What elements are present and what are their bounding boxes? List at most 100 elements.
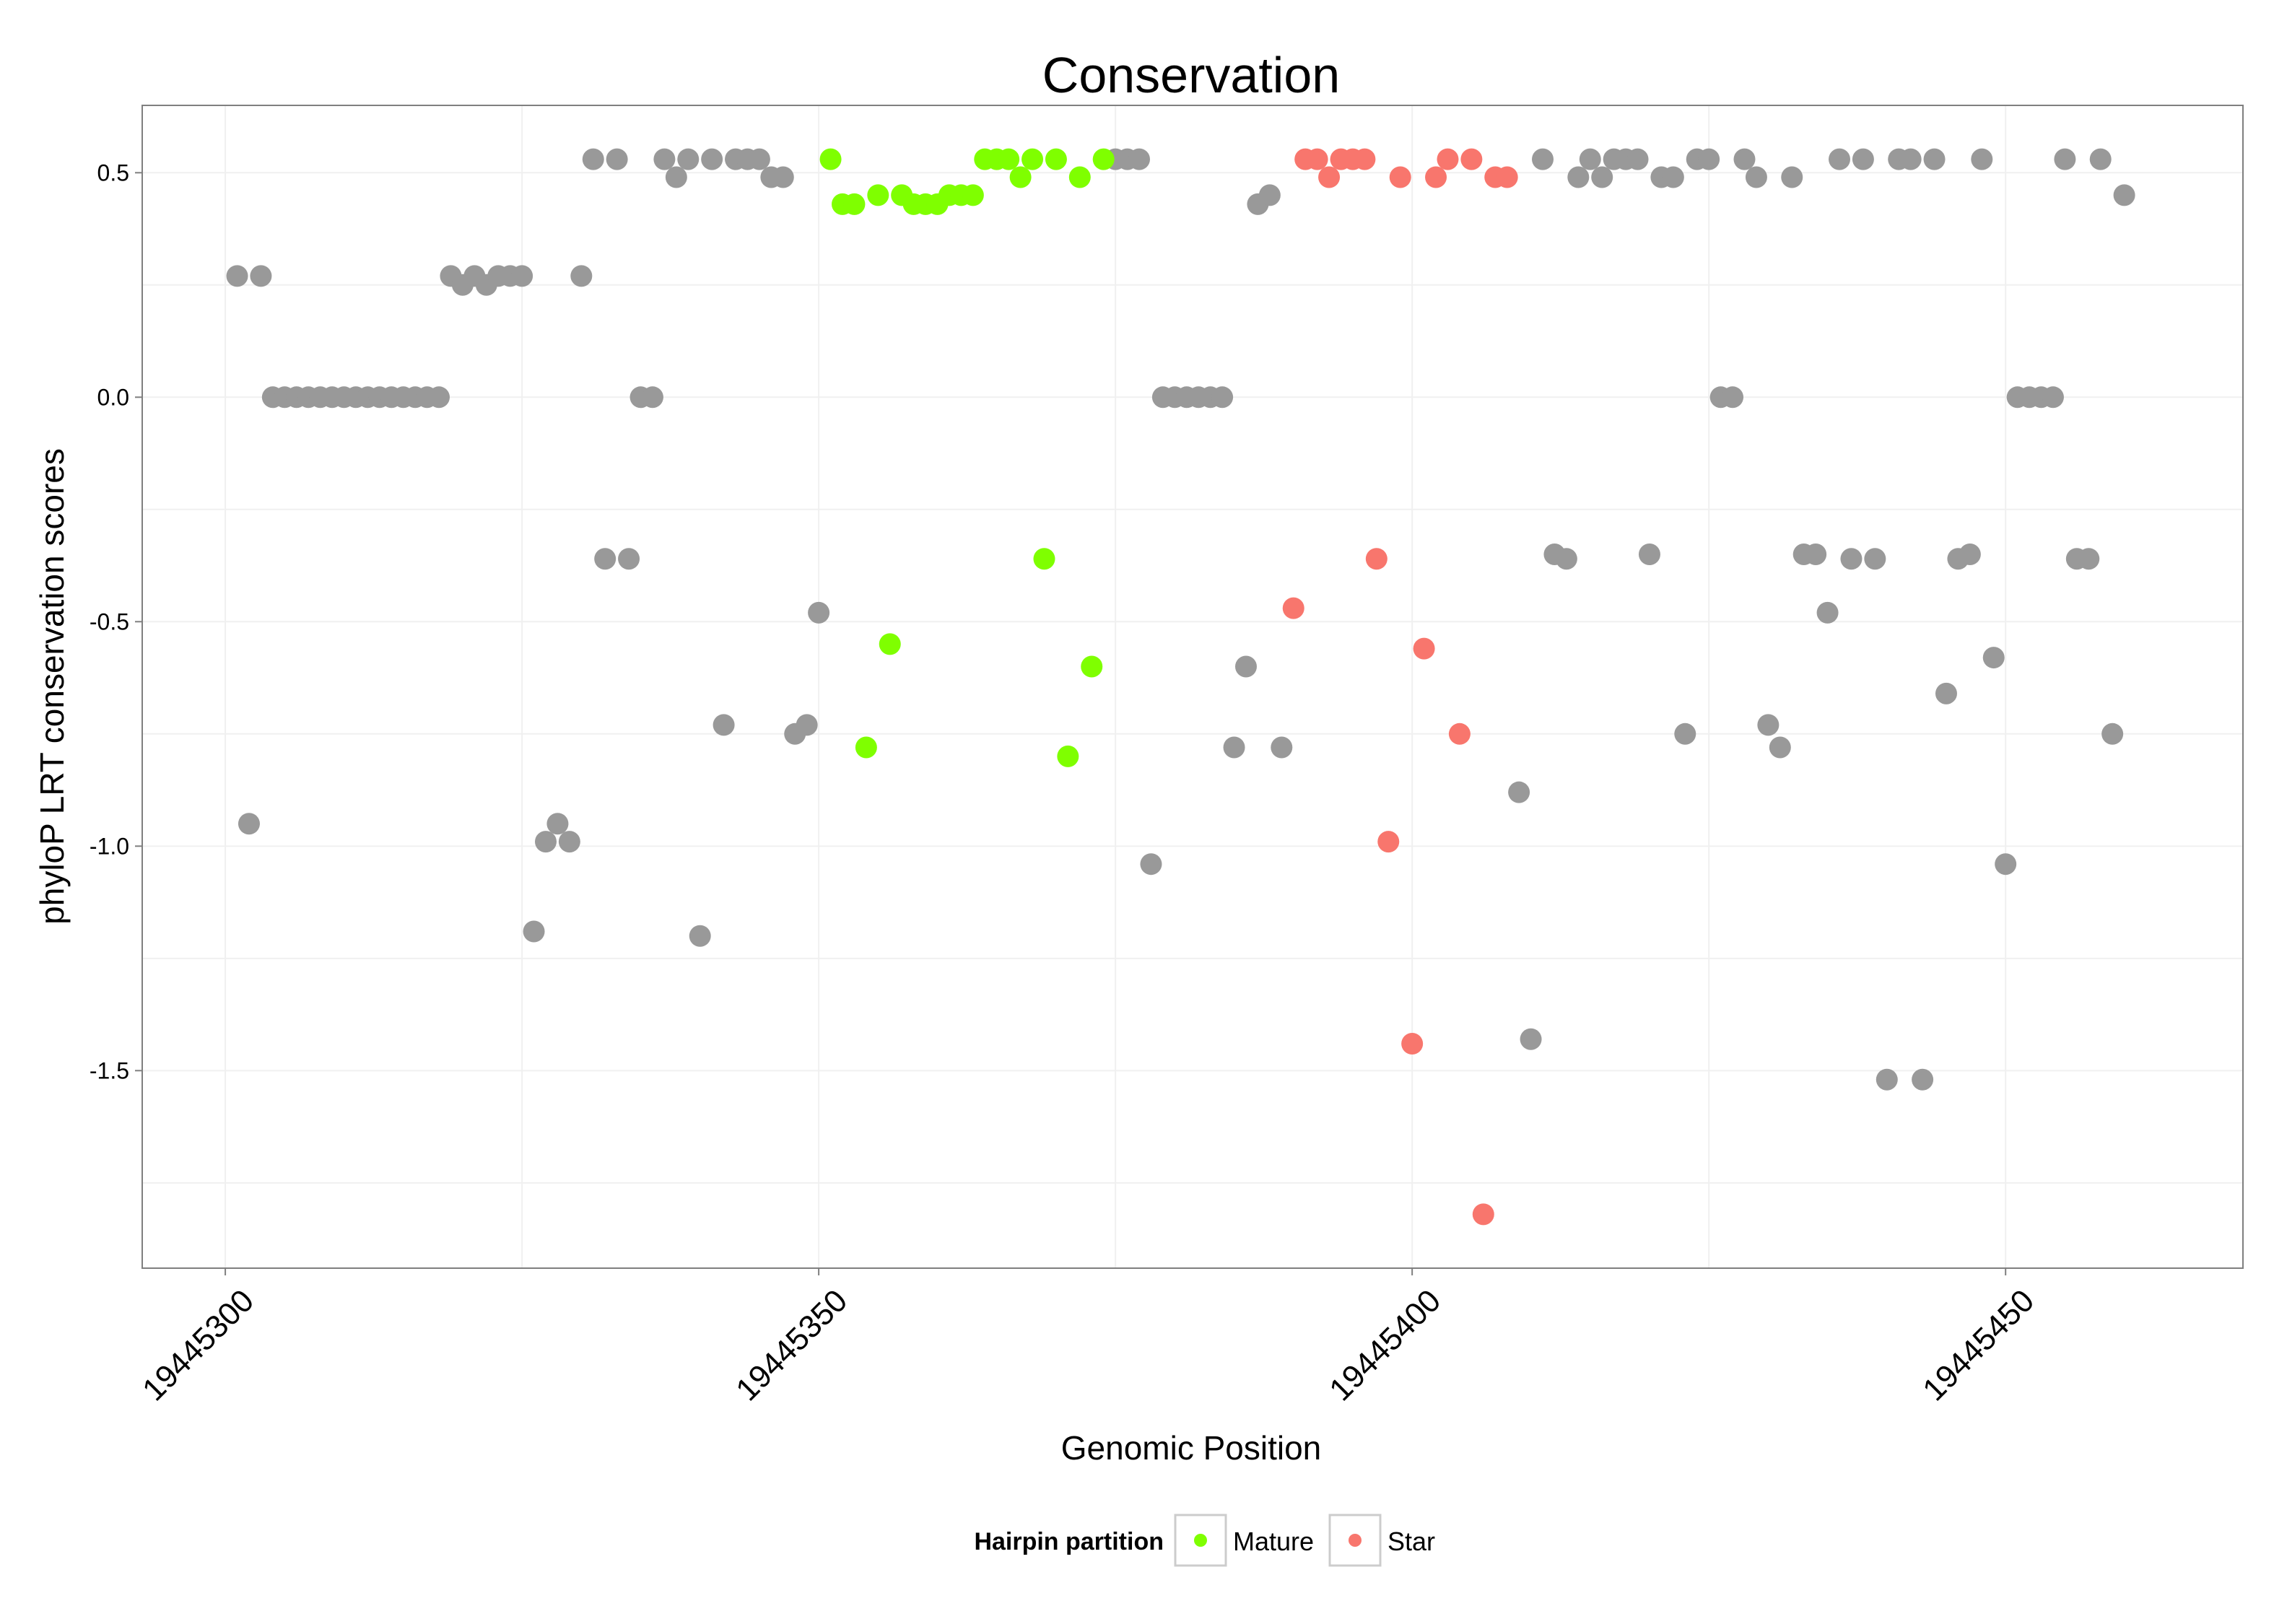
point-other (1591, 166, 1613, 188)
point-mature (1081, 655, 1103, 678)
point-other (641, 386, 663, 409)
point-other (1899, 148, 1922, 170)
point-other (570, 265, 593, 287)
point-star (1448, 722, 1471, 745)
point-mature (1068, 166, 1091, 188)
point-star (1365, 548, 1388, 570)
point-mature (962, 184, 984, 206)
point-other (1211, 386, 1234, 409)
point-other (1698, 148, 1720, 170)
point-other (511, 265, 533, 287)
point-other (1840, 548, 1863, 570)
y-tick-label: -0.5 (90, 608, 129, 634)
point-mature (1033, 548, 1055, 570)
point-other (1140, 853, 1162, 876)
point-other (1995, 853, 2017, 876)
y-tick-label: 0.5 (97, 160, 129, 185)
point-star (1389, 166, 1411, 188)
point-other (1805, 543, 1827, 566)
point-other (1271, 736, 1293, 759)
point-other (2101, 722, 2124, 745)
point-mature (819, 148, 842, 170)
point-other (1733, 148, 1756, 170)
point-other (1829, 148, 1851, 170)
point-star (1460, 148, 1483, 170)
point-other (772, 166, 794, 188)
point-other (1769, 736, 1791, 759)
point-other (226, 265, 248, 287)
point-other (2113, 184, 2135, 206)
point-mature (867, 184, 889, 206)
point-mature (1009, 166, 1032, 188)
point-other (1864, 548, 1886, 570)
point-other (1912, 1068, 1934, 1091)
point-mature (1092, 148, 1115, 170)
point-star (1437, 148, 1459, 170)
point-other (1781, 166, 1803, 188)
point-other (808, 601, 830, 624)
point-other (1508, 781, 1530, 803)
point-other (1745, 166, 1767, 188)
legend-label-star: Star (1388, 1527, 1435, 1556)
point-other (1223, 736, 1245, 759)
y-axis-label: phyloP LRT conservation scores (33, 448, 71, 925)
point-other (546, 813, 569, 835)
point-other (1971, 148, 1993, 170)
y-tick-label: -1.0 (90, 833, 129, 859)
point-other (713, 714, 735, 736)
point-other (2089, 148, 2112, 170)
legend-title: Hairpin partition (974, 1528, 1164, 1555)
y-tick-label: -1.5 (90, 1057, 129, 1083)
point-star (1401, 1032, 1424, 1055)
point-star (1354, 148, 1376, 170)
legend-swatch-star (1349, 1534, 1362, 1547)
point-other (1532, 148, 1554, 170)
point-other (1234, 655, 1257, 678)
point-other (1128, 148, 1151, 170)
point-other (1662, 166, 1684, 188)
point-other (1959, 543, 1981, 566)
point-other (1638, 543, 1660, 566)
point-other (606, 148, 628, 170)
point-mature (879, 633, 901, 655)
point-other (238, 813, 260, 835)
point-mature (1057, 745, 1079, 767)
point-other (1722, 386, 1744, 409)
plot-frame (141, 105, 2244, 1269)
point-other (1258, 184, 1281, 206)
point-other (582, 148, 604, 170)
legend-label-mature: Mature (1233, 1527, 1314, 1556)
point-star (1472, 1203, 1494, 1226)
point-star (1282, 597, 1304, 619)
point-other (1626, 148, 1649, 170)
point-other (2042, 386, 2064, 409)
point-mature (855, 736, 877, 759)
point-other (1555, 548, 1577, 570)
point-mature (843, 193, 866, 215)
point-other (2078, 548, 2100, 570)
point-other (1567, 166, 1590, 188)
point-other (1876, 1068, 1898, 1091)
point-other (796, 714, 818, 736)
point-other (428, 386, 450, 409)
point-star (1496, 166, 1518, 188)
point-other (1923, 148, 1946, 170)
point-mature (1045, 148, 1067, 170)
point-other (1982, 647, 2005, 669)
point-mature (998, 148, 1020, 170)
point-other (1579, 148, 1601, 170)
point-other (653, 148, 676, 170)
point-other (1757, 714, 1779, 736)
point-star (1425, 166, 1447, 188)
point-mature (1021, 148, 1044, 170)
point-star (1318, 166, 1341, 188)
point-other (689, 925, 711, 947)
point-other (250, 265, 272, 287)
point-other (534, 831, 557, 853)
legend-swatch-mature (1194, 1534, 1207, 1547)
point-other (701, 148, 723, 170)
point-other (1674, 722, 1696, 745)
x-axis-label: Genomic Position (1061, 1429, 1322, 1467)
chart-title: Conservation (1042, 47, 1340, 103)
